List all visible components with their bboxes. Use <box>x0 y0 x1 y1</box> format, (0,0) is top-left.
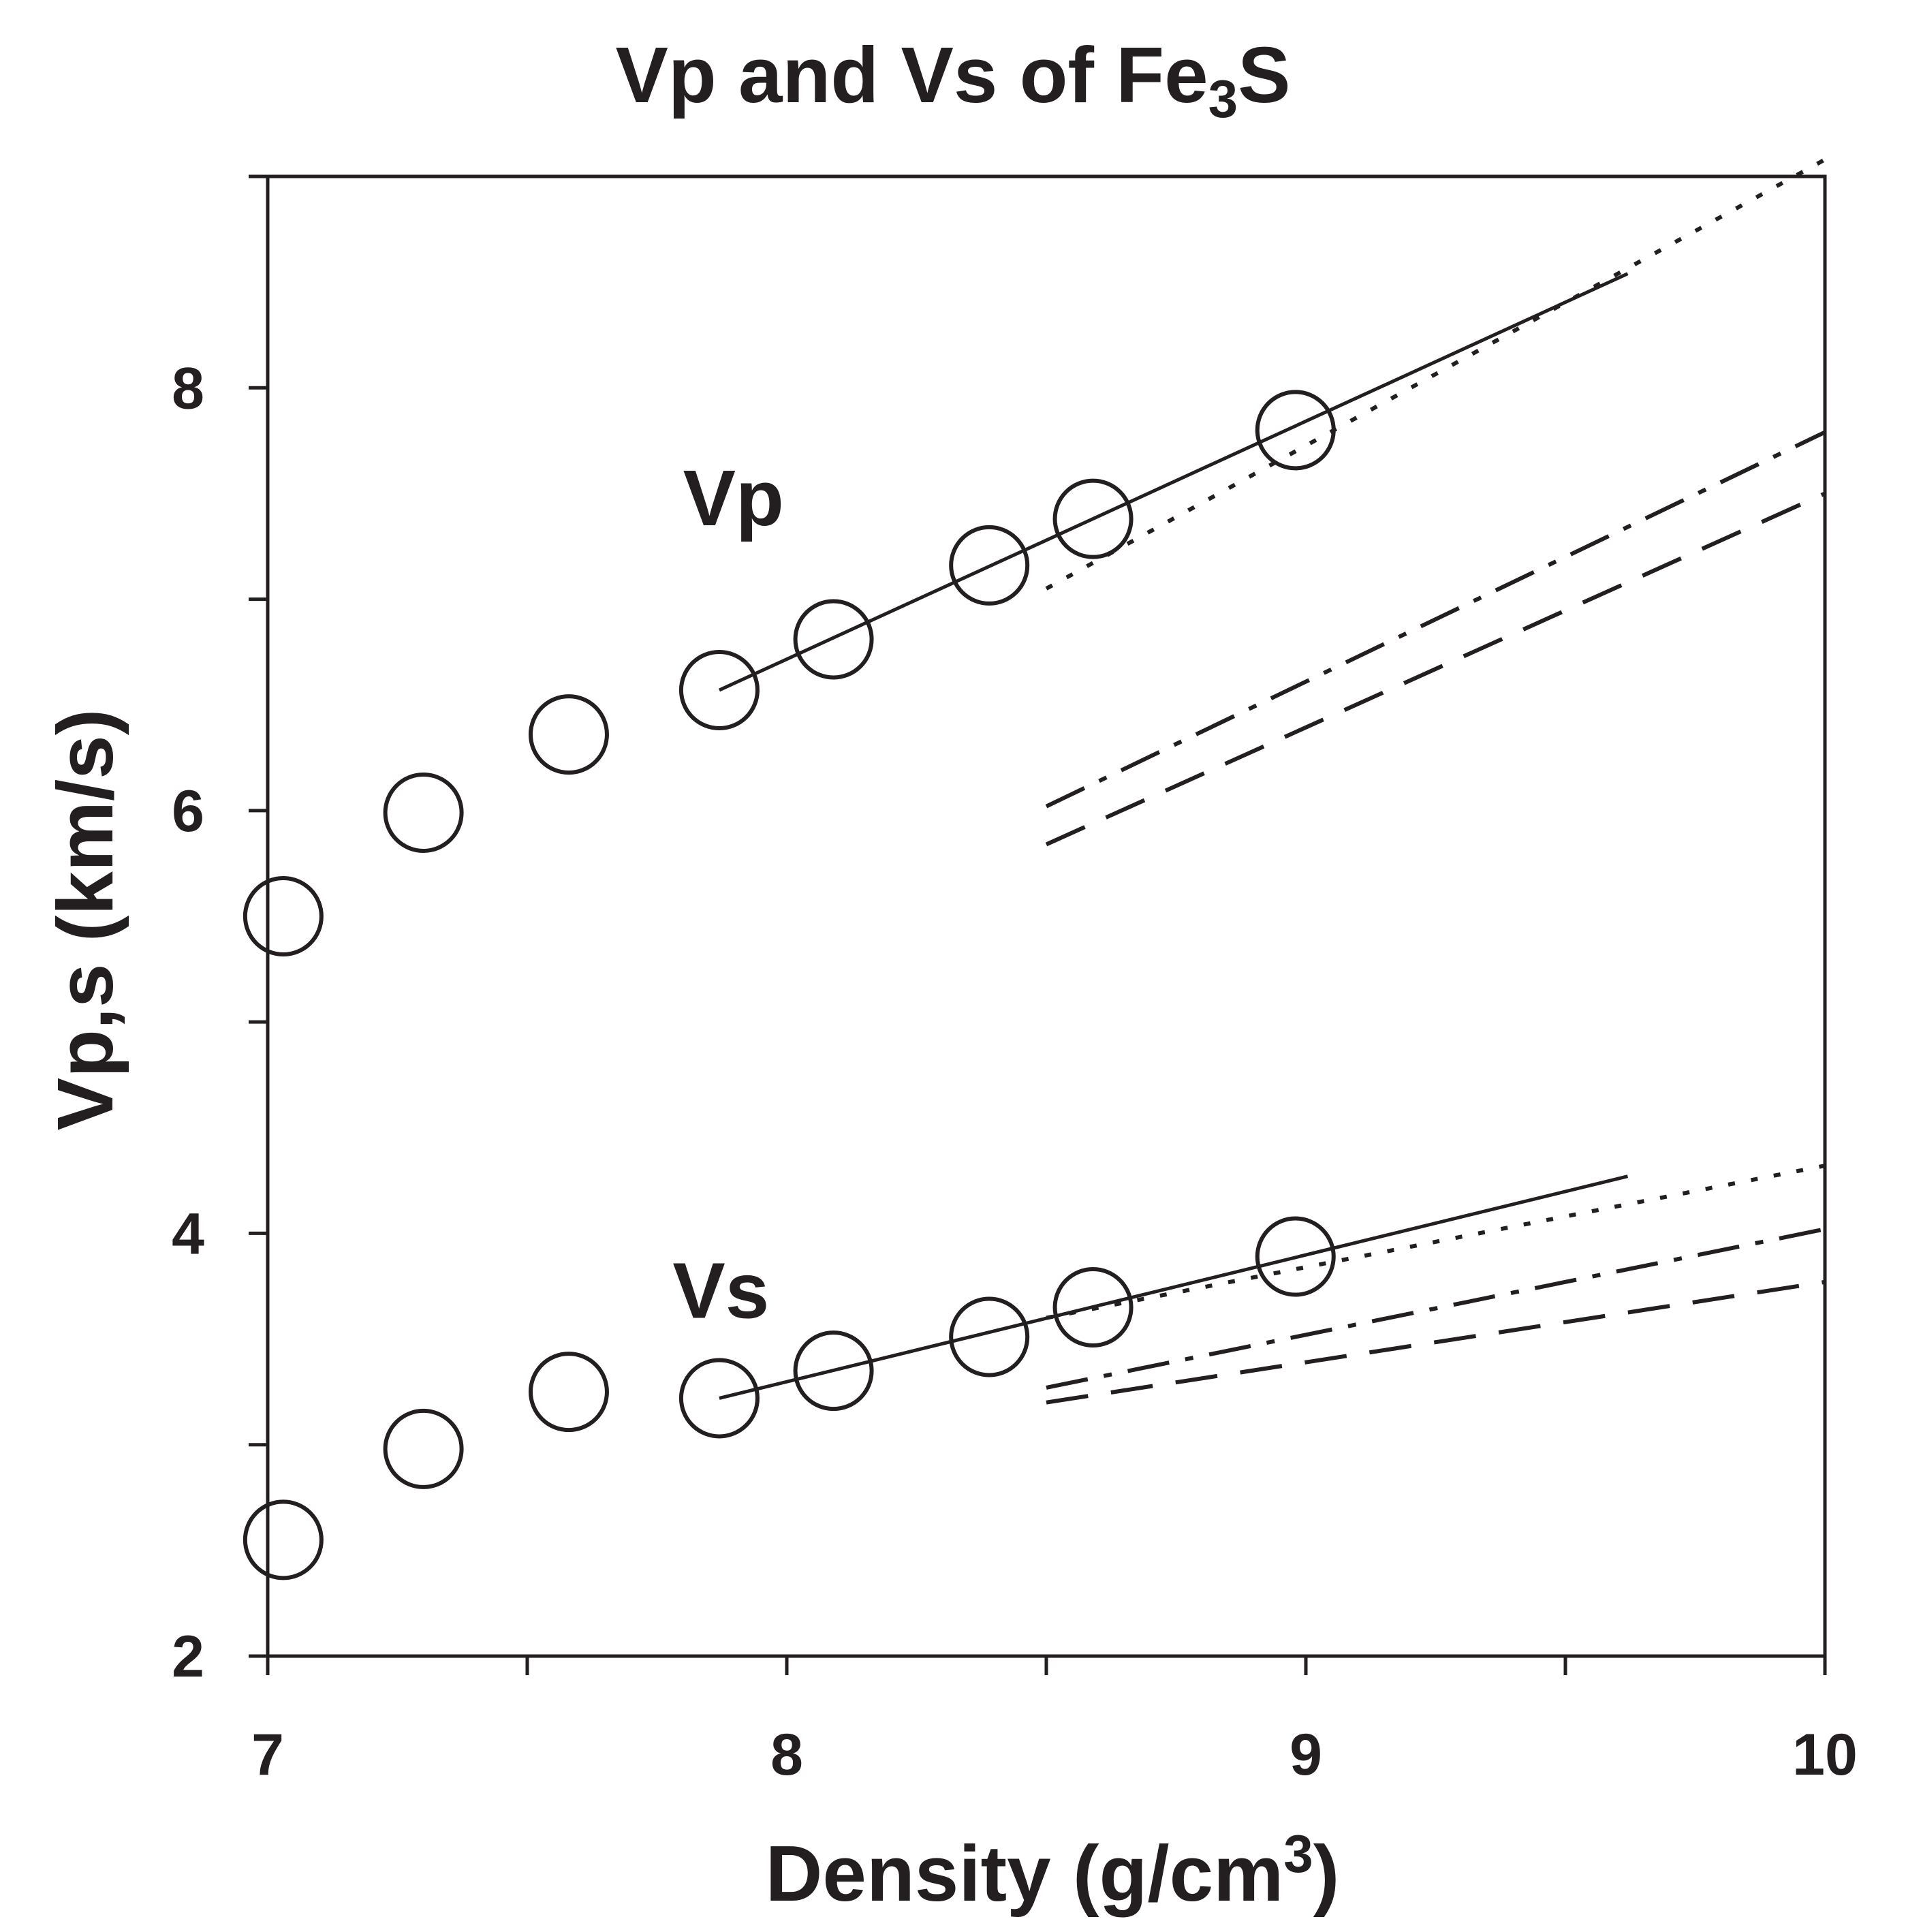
data-point <box>1255 1216 1336 1297</box>
data-point <box>1052 1267 1134 1348</box>
data-point <box>528 694 609 775</box>
series-labels: Vp Vs <box>672 454 783 1335</box>
x-tick-label: 8 <box>770 1722 803 1788</box>
y-tick-label: 6 <box>172 779 204 844</box>
data-point <box>528 1352 609 1433</box>
dashed-line <box>1045 491 1826 847</box>
solid-line <box>719 1174 1629 1400</box>
data-point <box>949 1296 1030 1377</box>
data-point <box>793 599 874 680</box>
x-axis-title: Density (g/cm3) <box>766 1824 1340 1918</box>
series-label: Vp <box>683 454 784 542</box>
data-point <box>383 1408 464 1489</box>
data-point <box>678 649 760 730</box>
data-point <box>793 1330 874 1412</box>
chart-title-tail: S <box>1238 31 1290 119</box>
x-tick-label: 7 <box>251 1722 284 1788</box>
x-axis-title-superscript: 3 <box>1283 1824 1313 1884</box>
x-tick-label: 9 <box>1290 1722 1322 1788</box>
data-point <box>1255 390 1336 471</box>
dashed-line <box>1046 1279 1826 1405</box>
data-point <box>678 1358 760 1439</box>
y-tick-label: 2 <box>172 1624 204 1689</box>
x-axis-title-tail: ) <box>1313 1829 1340 1918</box>
data-point <box>243 876 324 956</box>
y-axis-title: Vp,s (km/s) <box>41 709 129 1131</box>
x-axis-title-main: Density (g/cm <box>766 1829 1284 1918</box>
fit-lines <box>718 157 1826 1405</box>
data-point <box>383 772 464 853</box>
x-tick-label: 10 <box>1792 1722 1858 1788</box>
data-point <box>1052 478 1134 559</box>
dashdot-line <box>1045 430 1826 809</box>
chart-title: Vp and Vs of Fe3S <box>616 31 1291 129</box>
series-label: Vs <box>672 1247 769 1335</box>
chart-title-main: Vp and Vs of Fe <box>616 31 1208 119</box>
data-points <box>243 390 1336 1580</box>
dotted-line <box>1045 157 1826 591</box>
chart-title-subscript: 3 <box>1208 69 1238 129</box>
y-tick-label: 8 <box>172 356 204 421</box>
dotted-line <box>1046 1164 1826 1320</box>
dashdot-line <box>1046 1227 1826 1390</box>
axis-ticks: 7 8 9 10 2 4 6 8 <box>172 174 1858 1788</box>
data-point <box>243 1499 324 1580</box>
plot-frame <box>266 174 1827 1658</box>
y-tick-label: 4 <box>172 1201 204 1266</box>
solid-line <box>718 272 1629 692</box>
data-point <box>949 525 1030 606</box>
